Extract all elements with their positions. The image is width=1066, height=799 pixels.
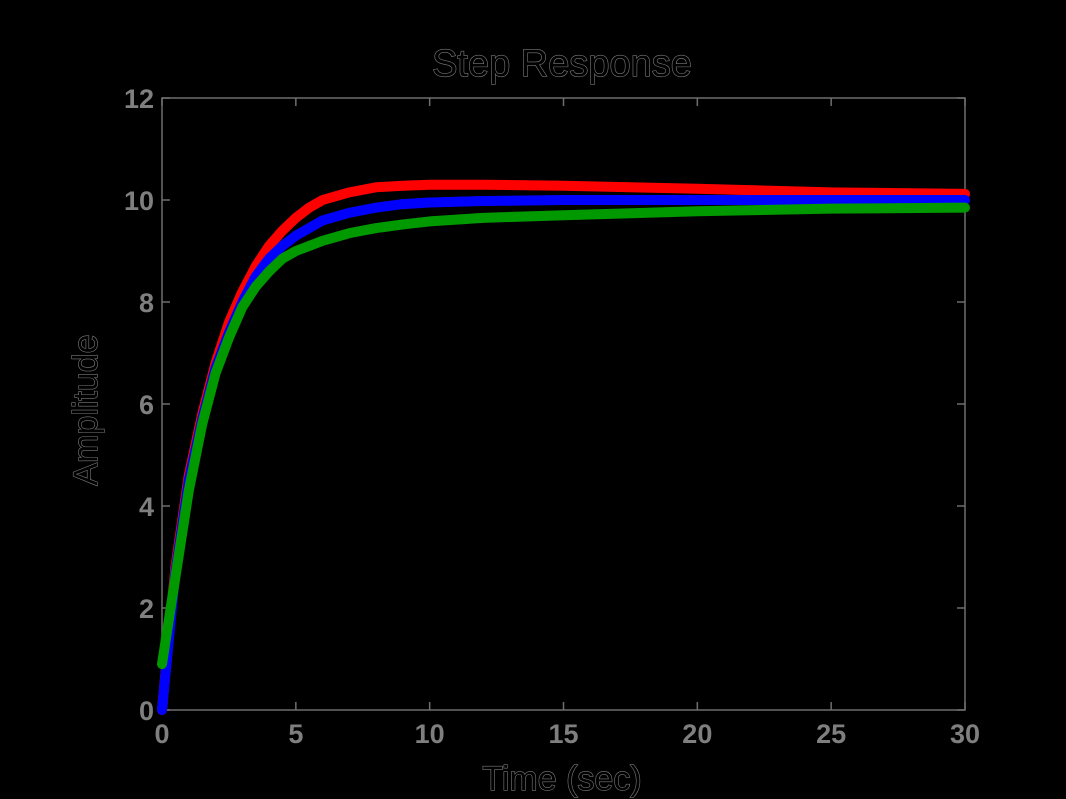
y-tick-label: 0 (139, 696, 154, 726)
tick-marks (161, 97, 966, 711)
series-lines (157, 179, 970, 715)
series-line-3 (157, 202, 970, 670)
x-tick-label: 15 (548, 719, 578, 749)
chart-title: Step Response (432, 43, 692, 85)
y-axis-tick-labels: 0 2 4 6 8 10 12 (124, 84, 154, 726)
y-tick-label: 8 (139, 288, 154, 318)
x-axis-label: Time (sec) (482, 760, 641, 798)
x-tick-label: 0 (154, 719, 169, 749)
y-tick-label: 12 (124, 84, 154, 114)
y-axis-label: Amplitude (67, 334, 105, 485)
x-tick-label: 30 (950, 719, 980, 749)
y-tick-label: 4 (139, 492, 154, 522)
y-tick-label: 6 (139, 390, 154, 420)
x-tick-label: 10 (415, 719, 445, 749)
x-tick-label: 5 (288, 719, 303, 749)
y-tick-label: 2 (139, 594, 154, 624)
x-axis-tick-labels: 0 5 10 15 20 25 30 (154, 719, 980, 749)
x-tick-label: 25 (816, 719, 846, 749)
x-tick-label: 20 (682, 719, 712, 749)
y-tick-label: 10 (124, 186, 154, 216)
